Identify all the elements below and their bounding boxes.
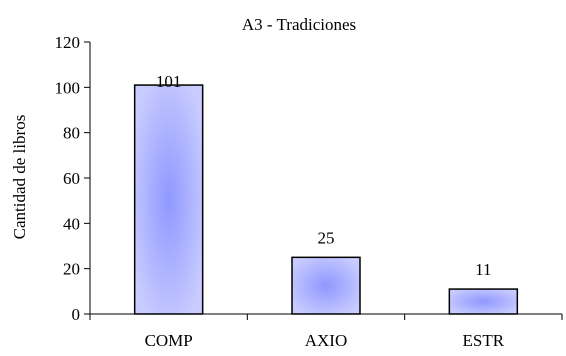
x-axis-ticks: [89, 314, 563, 320]
y-tick-label: 120: [55, 33, 81, 52]
x-tick-label: AXIO: [305, 331, 348, 350]
y-axis-label: Cantidad de libros: [10, 115, 29, 240]
y-axis-ticks: 0 20 40 60 80 100 120: [55, 33, 90, 324]
bar-estr: [448, 288, 519, 315]
bars: [133, 84, 519, 315]
x-tick-label: COMP: [145, 331, 193, 350]
y-tick-label: 60: [63, 169, 80, 188]
chart-title: A3 - Tradiciones: [242, 15, 356, 34]
y-tick-label: 80: [63, 124, 80, 143]
y-tick-label: 20: [63, 260, 80, 279]
data-label: 11: [475, 260, 491, 279]
x-tick-labels: COMP AXIO ESTR: [145, 331, 505, 350]
y-tick-label: 100: [55, 78, 81, 97]
data-label: 101: [156, 72, 182, 91]
data-label: 25: [318, 228, 335, 247]
bar-axio: [291, 256, 361, 315]
y-tick-label: 0: [72, 305, 81, 324]
data-labels: 101 25 11: [156, 72, 492, 279]
bar-comp: [133, 84, 204, 315]
y-tick-label: 40: [63, 214, 80, 233]
x-tick-label: ESTR: [463, 331, 505, 350]
